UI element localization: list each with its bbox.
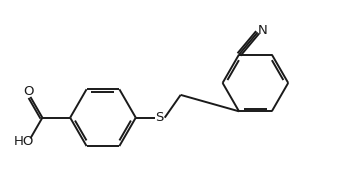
Text: S: S	[155, 111, 164, 124]
Text: HO: HO	[14, 135, 34, 148]
Text: O: O	[24, 85, 34, 98]
Text: N: N	[258, 23, 268, 36]
